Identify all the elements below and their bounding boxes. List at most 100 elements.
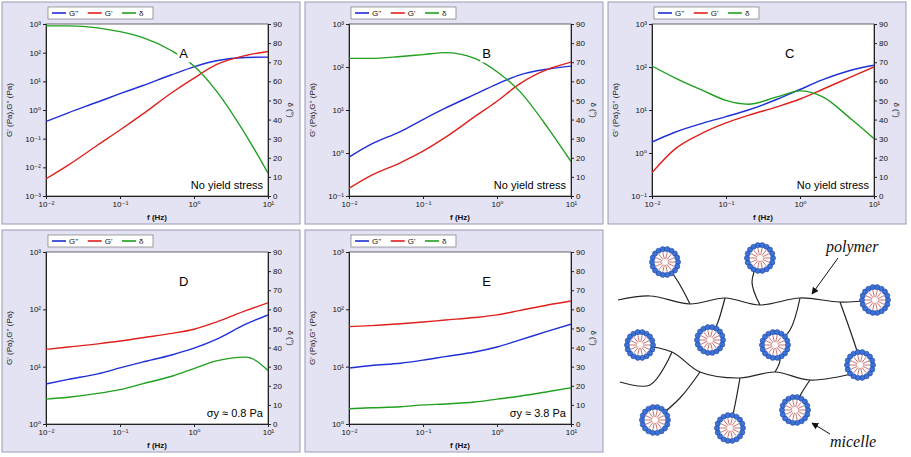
series-line [46,357,268,399]
tick: 10⁰ [491,424,503,437]
micelle-tail [866,301,872,304]
tick: 70 [268,58,282,67]
tick: 30 [571,135,585,144]
micelle-tail [713,340,720,341]
micelle-tail [646,416,652,419]
legend-box [48,7,153,19]
legend-swatch [52,12,66,14]
x-axis-title: f (Hz) [753,213,773,222]
tick-mark [874,43,877,44]
micelle-tail [854,357,858,362]
tick: 10¹ [332,106,349,115]
tick: 10¹ [29,363,46,372]
micelle-tail [645,420,652,421]
tick-mark [346,367,349,368]
micelle-tail [762,260,766,265]
series-line [349,301,571,327]
micelle-tail [732,420,736,425]
micelle-tail [704,332,708,337]
x-axis-title: f (Hz) [147,213,167,222]
micelle-tail [724,420,728,425]
micelle-head [720,333,725,338]
micelle [639,405,670,436]
plot-background [349,252,571,424]
tick-label: 10⁰ [332,420,344,429]
tick: 10⁰ [29,420,46,429]
tick-label: 10⁻¹ [113,200,129,209]
tick: 10² [332,63,349,72]
tick: 10⁻¹ [631,192,652,201]
panel: 10⁻²10⁻¹10⁰10¹10⁻¹10⁰10¹10²10³0102030405… [305,2,603,224]
x-axis: 10⁻²10⁻¹10⁰10¹ [645,196,881,209]
tick-label: 90 [576,248,585,257]
micelle-core [761,331,789,359]
micelle-core [746,244,774,272]
legend-swatch [425,12,439,14]
micelle-tail [862,357,866,362]
micelle-tail [877,302,881,307]
tick-label: 10¹ [29,363,41,372]
micelle-tail [720,428,727,429]
legend-label: δ [745,9,750,18]
micelle-tail [663,265,665,272]
micelle-tail [786,411,792,414]
plot-background [652,24,874,196]
tick: 10⁻¹ [113,196,129,209]
tick-mark [268,252,271,253]
series-group [652,65,874,172]
tick-label: 30 [273,363,282,372]
tick-mark [268,309,271,310]
tick-mark [346,153,349,154]
micelle-tail [641,348,643,355]
tick-label: 60 [273,305,282,314]
tick: 10¹ [332,363,349,372]
tick-mark [346,67,349,68]
axis-line [47,197,269,200]
panel: 10⁻²10⁻¹10⁰10¹10⁰10¹10²10³01020304050607… [305,230,603,452]
micelle-tail [778,341,784,344]
micelle-tail [655,262,662,263]
micelle-tail [656,263,662,266]
micelle-tail [658,416,664,419]
axis-line [572,253,575,425]
plot-area: 10⁻²10⁻¹10⁰10¹10⁰10¹10²10³01020304050607… [332,248,586,437]
tick: 10⁻² [645,196,661,209]
tick-label: 30 [273,135,282,144]
tick-label: 10³ [29,20,41,29]
tick-mark [571,386,574,387]
tick: 0 [571,420,581,429]
y2-axis: 0102030405060708090 [874,20,888,201]
legend-swatch [391,12,405,14]
micelle-tail [712,332,716,337]
series-line [349,62,571,188]
tick: 80 [874,39,888,48]
micelle-tail [708,330,710,337]
series-line [46,303,268,350]
tick-mark [423,424,424,427]
micelle-tail [798,406,804,409]
tick-mark [268,177,271,178]
micelle-tail [878,300,885,301]
diagram: polymermicelle [618,238,891,450]
legend-swatch [355,12,369,14]
tick: 10² [332,305,349,314]
tick-label: 80 [273,267,282,276]
tick-label: 10⁻² [39,200,55,209]
micelle-tail [721,424,727,427]
series-line [349,53,571,162]
tick: 80 [268,267,282,276]
tick-mark [268,81,271,82]
annotation-background [480,45,493,62]
tick: 10² [635,63,652,72]
legend-label: δ [442,9,447,18]
micelle [859,285,890,316]
tick: 90 [268,20,282,29]
legend-label: G' [408,237,416,246]
tick-mark [120,424,121,427]
legend-label: G'' [69,237,79,246]
tick: 10⁰ [188,424,200,437]
tick: 10³ [29,20,46,29]
micelle-tail [657,412,661,417]
micelle-head [665,413,670,418]
micelle-tail [713,341,719,344]
